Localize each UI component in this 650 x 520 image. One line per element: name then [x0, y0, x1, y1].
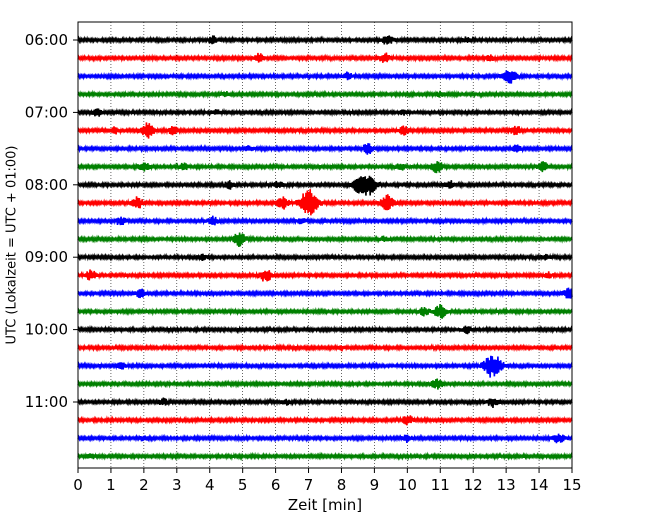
trace-0900	[77, 252, 573, 262]
y-tick-label: 11:00	[25, 393, 68, 411]
trace-0700	[77, 107, 573, 118]
trace-1030	[77, 355, 573, 378]
vertical-grid	[110, 22, 540, 468]
trace-0630	[77, 70, 573, 84]
x-tick-label: 14	[530, 476, 549, 494]
y-tick-label: 07:00	[25, 103, 68, 121]
x-tick-label: 8	[337, 476, 347, 494]
trace-1045	[77, 378, 573, 390]
plot-frame	[77, 21, 573, 469]
trace-0745	[77, 161, 573, 174]
trace-1145	[77, 451, 573, 462]
trace-0730	[77, 143, 573, 155]
y-tick-label: 06:00	[25, 31, 68, 49]
trace-0600	[77, 35, 573, 45]
y-axis: 06:00 07:00 08:00 09:00 10:00 11:00	[25, 31, 78, 411]
trace-1100	[77, 397, 573, 408]
y-tick-label: 10:00	[25, 321, 68, 339]
x-tick-label: 9	[370, 476, 380, 494]
trace-0815	[77, 189, 573, 216]
x-tick-label: 2	[139, 476, 149, 494]
trace-1015	[77, 343, 573, 353]
trace-group	[77, 35, 573, 462]
x-axis-label: Zeit [min]	[288, 496, 362, 514]
trace-0845	[77, 232, 573, 248]
y-tick-label: 08:00	[25, 176, 68, 194]
trace-1115	[77, 415, 573, 426]
x-tick-label: 15	[562, 476, 581, 494]
trace-1000	[77, 324, 573, 335]
trace-0930	[77, 287, 573, 299]
x-axis: 0 1 2 3 4 5 6 7 8 9 10 11 12 13 14 15	[73, 468, 582, 494]
trace-0945	[77, 303, 573, 319]
x-tick-label: 0	[73, 476, 83, 494]
trace-0615	[77, 52, 573, 63]
x-tick-label: 5	[238, 476, 248, 494]
x-tick-label: 4	[205, 476, 215, 494]
x-tick-label: 11	[431, 476, 450, 494]
y-axis-label: UTC (Lokalzeit = UTC + 01:00)	[5, 146, 20, 345]
x-tick-label: 13	[497, 476, 516, 494]
x-tick-label: 3	[172, 476, 182, 494]
y-tick-label: 09:00	[25, 248, 68, 266]
trace-0830	[77, 215, 573, 226]
trace-0715	[77, 122, 573, 139]
x-tick-label: 12	[464, 476, 483, 494]
trace-0800	[77, 175, 573, 196]
x-tick-label: 6	[271, 476, 281, 494]
trace-0645	[77, 89, 573, 100]
trace-1130	[77, 433, 573, 444]
x-tick-label: 7	[304, 476, 314, 494]
x-tick-label: 10	[398, 476, 417, 494]
x-tick-label: 1	[106, 476, 116, 494]
trace-0915	[77, 269, 573, 282]
